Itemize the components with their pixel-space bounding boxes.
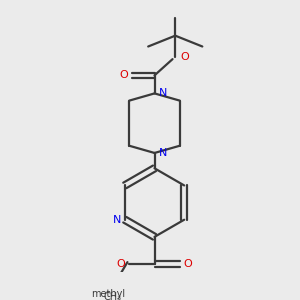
- Text: N: N: [112, 215, 121, 225]
- Text: O: O: [119, 70, 128, 80]
- Text: O: O: [184, 259, 192, 269]
- Text: N: N: [159, 148, 168, 158]
- Text: methyl: methyl: [92, 289, 126, 299]
- Text: O: O: [117, 259, 125, 269]
- Text: N: N: [159, 88, 168, 98]
- Text: O: O: [180, 52, 189, 62]
- Text: CH₃: CH₃: [104, 292, 122, 300]
